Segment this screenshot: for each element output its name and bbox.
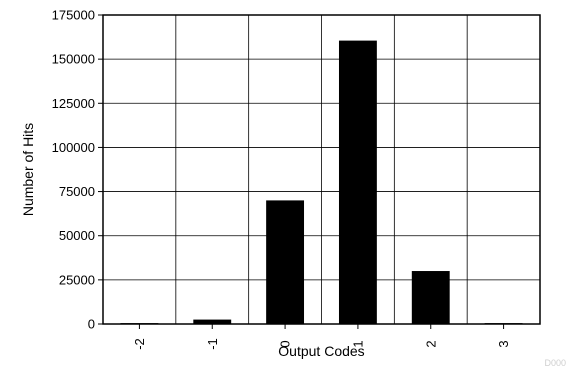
bar xyxy=(193,319,232,324)
y-tick-label: 0 xyxy=(88,317,95,332)
y-tick-label: 75000 xyxy=(59,184,95,199)
bar xyxy=(338,40,377,325)
y-axis-ticks: 0 25000 50000 75000 100000 125000 150000 175000 xyxy=(52,8,103,332)
grid-lines xyxy=(103,15,540,324)
y-tick-label: 175000 xyxy=(52,8,95,23)
y-tick-label: 50000 xyxy=(59,228,95,243)
x-tick-label: 0 xyxy=(278,340,293,347)
x-axis-ticks: -2 -1 0 1 2 3 xyxy=(132,324,511,350)
x-tick-label: 3 xyxy=(496,340,511,347)
bar xyxy=(411,271,450,324)
y-axis-title: Number of Hits xyxy=(20,123,36,216)
watermark-text: D000 xyxy=(544,358,566,367)
y-tick-label: 150000 xyxy=(52,52,95,67)
x-tick-label: -2 xyxy=(132,338,147,350)
y-tick-label: 25000 xyxy=(59,272,95,287)
plot-frame xyxy=(102,14,541,325)
x-tick-label: 1 xyxy=(350,340,365,347)
x-tick-label: 2 xyxy=(423,340,438,347)
y-tick-label: 100000 xyxy=(52,140,95,155)
x-axis-title: Output Codes xyxy=(278,343,364,359)
bar xyxy=(266,200,305,324)
x-tick-label: -1 xyxy=(205,338,220,350)
y-tick-label: 125000 xyxy=(52,96,95,111)
